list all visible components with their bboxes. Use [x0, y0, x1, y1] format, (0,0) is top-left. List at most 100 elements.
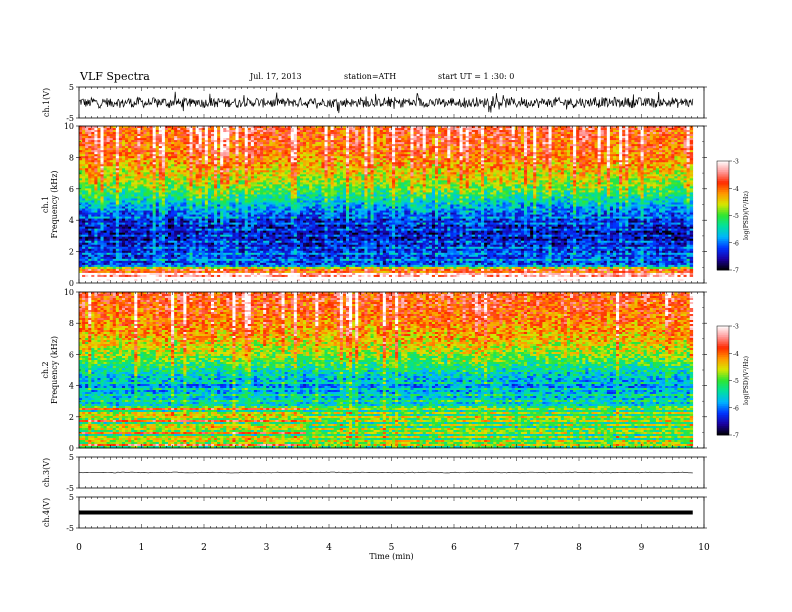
- ch1-spectrogram-cell: [509, 170, 512, 172]
- ch1-spectrogram-cell: [291, 140, 294, 142]
- ch1-spectrogram-cell: [214, 136, 217, 138]
- ch1-spectrogram-cell: [404, 150, 407, 152]
- ch1-spectrogram-cell: [254, 152, 257, 154]
- ch1-spectrogram-cell: [687, 150, 690, 152]
- ch1-spectrogram-cell: [125, 166, 128, 168]
- ch1-spectrogram-cell: [306, 162, 309, 164]
- ch1-spectrogram-cell: [208, 152, 211, 154]
- ch1-spectrogram-cell: [100, 148, 103, 150]
- ch1-spectrogram-cell: [638, 134, 641, 136]
- ch1-spectrogram-cell: [97, 132, 100, 134]
- ch1-spectrogram-cell: [223, 156, 226, 158]
- ch1-spectrogram-cell: [254, 128, 257, 130]
- ch1-spectrogram-cell: [545, 162, 548, 164]
- ch1-spectrogram-cell: [177, 172, 180, 174]
- ch1-spectrogram-cell: [257, 152, 260, 154]
- ch1-spectrogram-cell: [180, 134, 183, 136]
- ch1-spectrogram-cell: [346, 148, 349, 150]
- ch1-spectrogram-cell: [300, 138, 303, 140]
- ch1-spectrogram-cell: [542, 154, 545, 156]
- ch1-spectrogram-cell: [631, 132, 634, 134]
- ch1-spectrogram-cell: [355, 138, 358, 140]
- ch1-spectrogram-cell: [450, 172, 453, 174]
- ch1-spectrogram-cell: [331, 138, 334, 140]
- ch1-spectrogram-cell: [325, 132, 328, 134]
- ch1-spectrogram-cell: [251, 138, 254, 140]
- ch1-spectrogram-cell: [196, 170, 199, 172]
- ch1-spectrogram-cell: [208, 144, 211, 146]
- ch1-spectrogram-cell: [401, 156, 404, 158]
- ch1-spectrogram-cell: [453, 152, 456, 154]
- ch1-spectrogram-cell: [113, 160, 116, 162]
- ch1-spectrogram-cell: [484, 142, 487, 144]
- ch1-spectrogram-cell: [208, 132, 211, 134]
- ch1-spectrogram-cell: [665, 170, 668, 172]
- ch1-spectrogram-cell: [328, 144, 331, 146]
- ch1-spectrogram-cell: [481, 140, 484, 142]
- ch1-spectrogram-cell: [116, 146, 119, 148]
- ch1-spectrogram-cell: [303, 148, 306, 150]
- ch1-spectrogram-cell: [591, 160, 594, 162]
- ch1-spectrogram-cell: [263, 148, 266, 150]
- ch1-spectrogram-cell: [180, 136, 183, 138]
- ch1-spectrogram-cell: [539, 148, 542, 150]
- ch1-spectrogram-cell: [475, 154, 478, 156]
- ch1-spectrogram-cell: [100, 170, 103, 172]
- ch1-spectrogram-cell: [447, 130, 450, 132]
- ch1-spectrogram-cell: [229, 172, 232, 174]
- ch1-spectrogram-cell: [269, 148, 272, 150]
- ch1-spectrogram-cell: [502, 140, 505, 142]
- ch1-spectrogram-cell: [349, 136, 352, 138]
- ch1-spectrogram-cell: [420, 166, 423, 168]
- ch1-spectrogram-cell: [291, 144, 294, 146]
- ch1-spectrogram-cell: [134, 136, 137, 138]
- ch1-spectrogram-cell: [285, 166, 288, 168]
- ch1-spectrogram-cell: [558, 162, 561, 164]
- ch1-spectrogram-cell: [214, 156, 217, 158]
- ch1-spectrogram-cell: [358, 160, 361, 162]
- ch1-spectrogram-cell: [312, 130, 315, 132]
- ch1-spectrogram-cell: [318, 142, 321, 144]
- ch1-spectrogram-cell: [134, 128, 137, 130]
- ch1-spectrogram-cell: [355, 156, 358, 158]
- ch1-spectrogram-cell: [595, 142, 598, 144]
- ch1-spectrogram-cell: [420, 138, 423, 140]
- ch1-spectrogram-cell: [677, 140, 680, 142]
- ch1-spectrogram-cell: [303, 156, 306, 158]
- ch1-spectrogram-cell: [521, 170, 524, 172]
- ch1-spectrogram-cell: [435, 168, 438, 170]
- ch1-spectrogram-cell: [487, 164, 490, 166]
- ch1-spectrogram-cell: [512, 134, 515, 136]
- ch1-spectrogram-cell: [288, 148, 291, 150]
- ch1-spectrogram-cell: [447, 166, 450, 168]
- ch1-spectrogram-cell: [576, 156, 579, 158]
- ch1-spectrogram-cell: [410, 170, 413, 172]
- ch1-spectrogram-cell: [490, 168, 493, 170]
- ch1-spectrogram-cell: [417, 164, 420, 166]
- ch1-spectrogram-cell: [570, 154, 573, 156]
- ch1-spectrogram-cell: [257, 156, 260, 158]
- ch1-spectrogram-cell: [159, 156, 162, 158]
- ch1-spectrogram-cell: [180, 130, 183, 132]
- ch1-spectrogram-cell: [496, 138, 499, 140]
- ch1-spectrogram-cell: [364, 152, 367, 154]
- ch1-spectrogram-cell: [147, 164, 150, 166]
- ch1-spectrogram-cell: [472, 170, 475, 172]
- ch1-spectrogram-cell: [631, 138, 634, 140]
- ch1-spectrogram-cell: [588, 128, 591, 130]
- ch1-spectrogram-cell: [552, 132, 555, 134]
- ch1-spectrogram-cell: [282, 144, 285, 146]
- ch1-spectrogram-cell: [484, 160, 487, 162]
- ch1-spectrogram-cell: [521, 136, 524, 138]
- ch1-spectrogram-cell: [429, 158, 432, 160]
- ch1-spectrogram-cell: [291, 128, 294, 130]
- ch1-spectrogram-cell: [653, 138, 656, 140]
- ch1-spectrogram-cell: [383, 162, 386, 164]
- ch1-spectrogram-cell: [413, 172, 416, 174]
- ch1-spectrogram-cell: [288, 150, 291, 152]
- ch1-spectrogram-cell: [413, 130, 416, 132]
- ch1-spectrogram-cell: [567, 156, 570, 158]
- ch1-spectrogram-cell: [659, 168, 662, 170]
- ch1-spectrogram-cell: [628, 158, 631, 160]
- ch1-spectrogram-cell: [463, 156, 466, 158]
